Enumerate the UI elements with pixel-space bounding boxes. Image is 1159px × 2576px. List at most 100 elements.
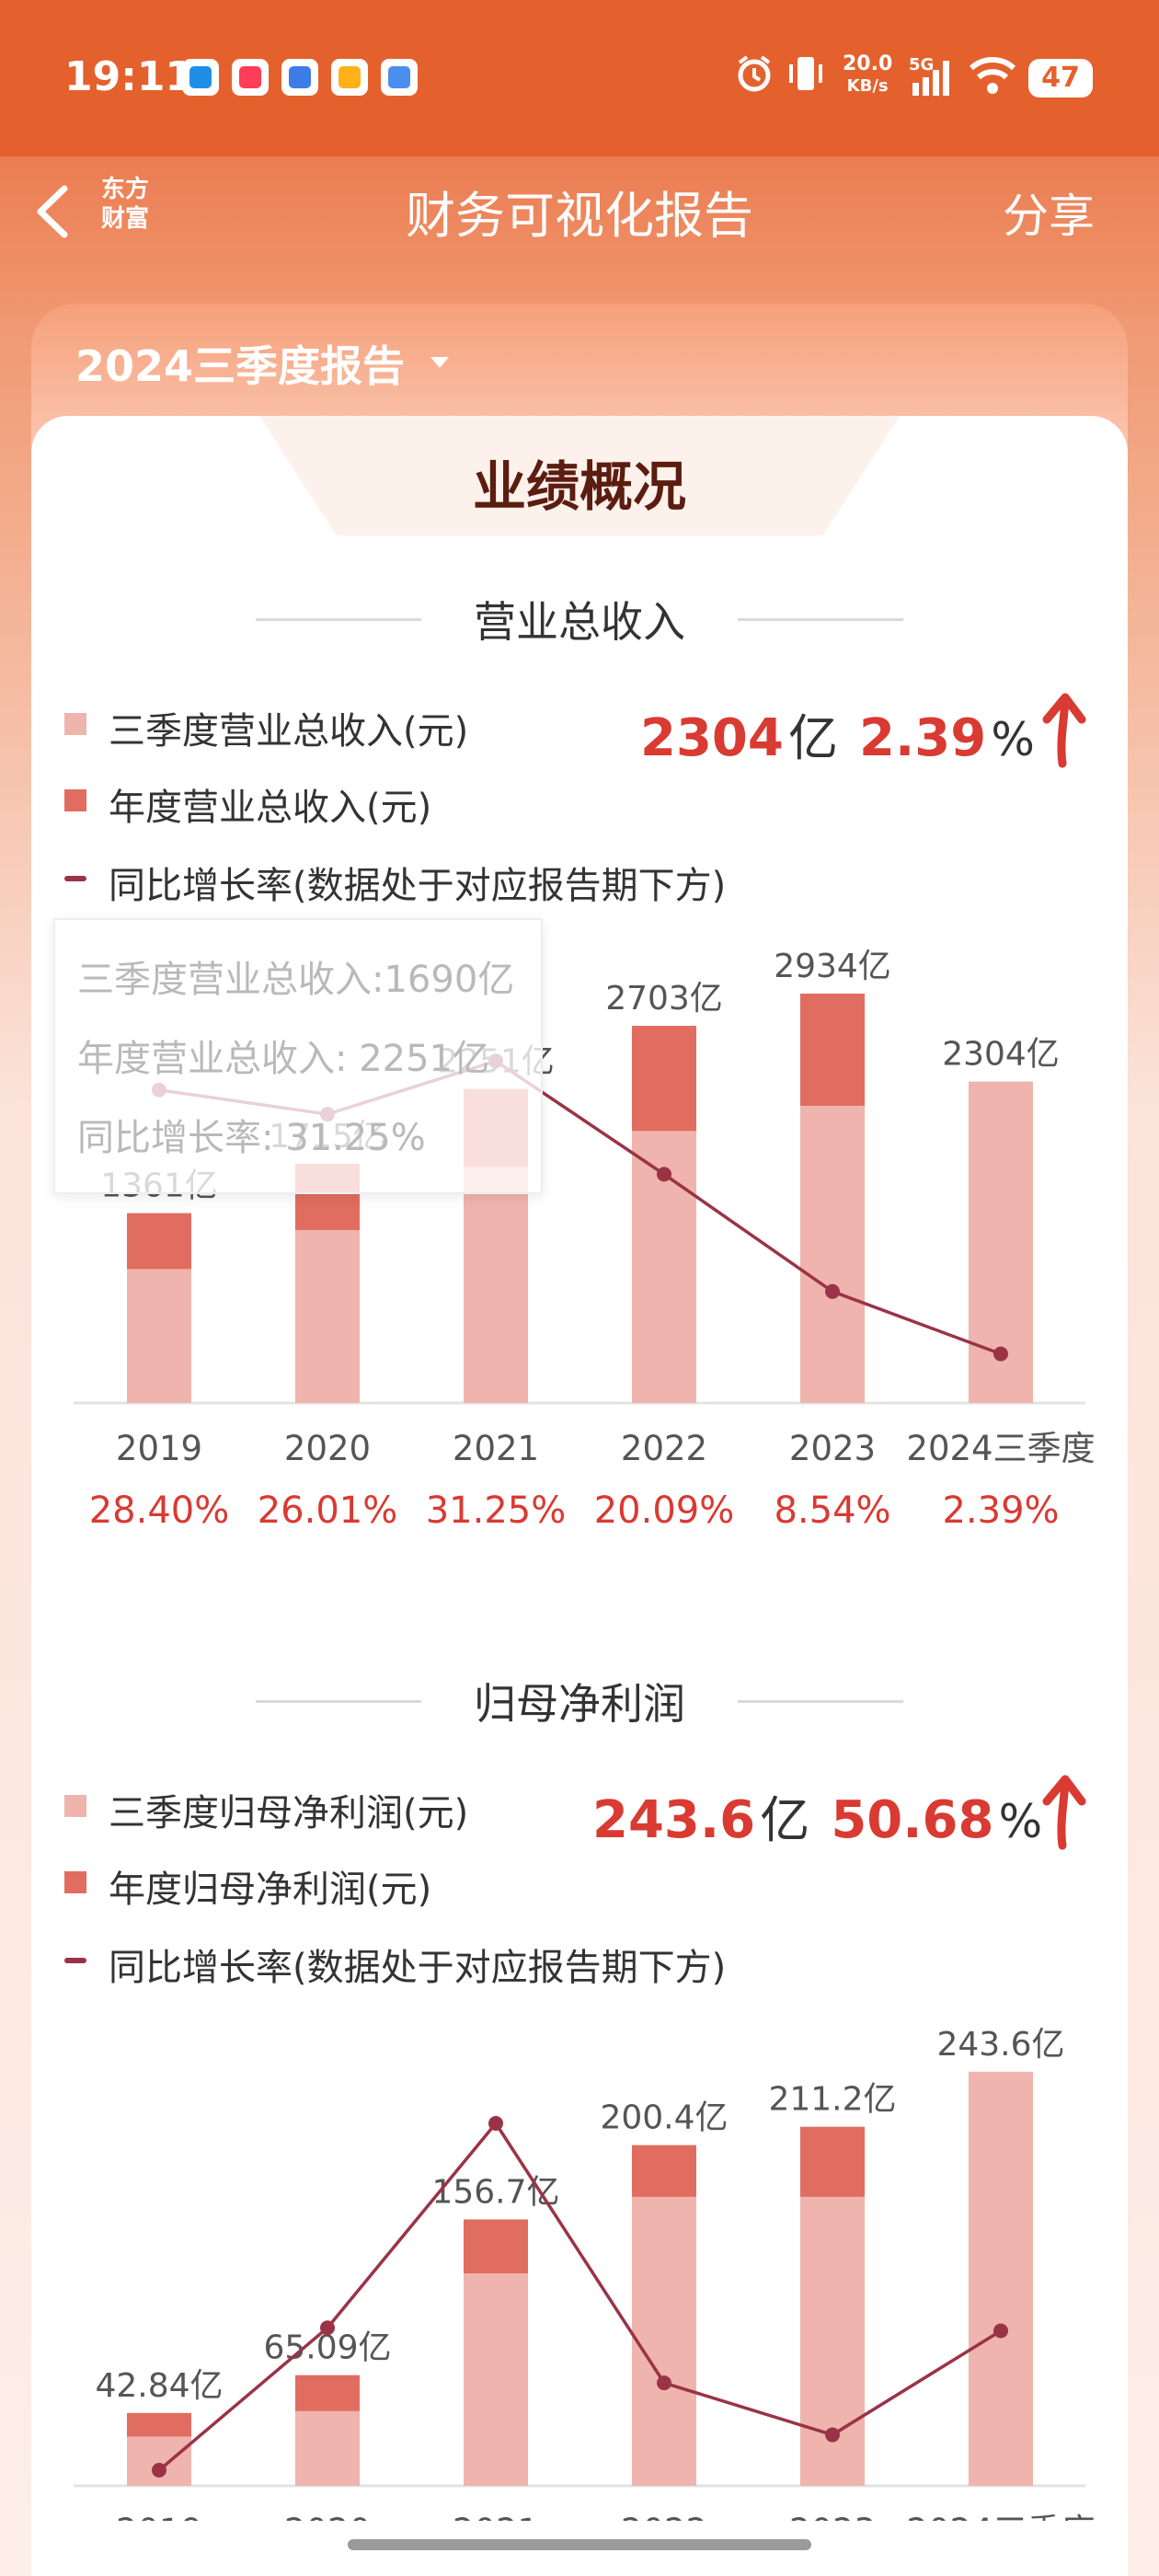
growth-point <box>825 1283 840 1299</box>
growth-point <box>993 1346 1008 1362</box>
tooltip-annual: 年度营业总收入: 2251亿 <box>77 1038 489 1080</box>
chart-tooltip: 三季度营业总收入:1690亿 年度营业总收入: 2251亿 同比增长率: 31.… <box>53 918 543 1194</box>
profit-chart: 42.84亿 2019 65.09亿 2020 156.7亿 2021 200.4亿 2022… <box>74 2026 1096 2521</box>
growth-point <box>825 2427 840 2443</box>
legend-quarterly-swatch <box>64 713 86 735</box>
growth-rate-label: 8.54% <box>774 1489 890 1532</box>
bar-value-label: 200.4亿 <box>600 2099 728 2137</box>
divider <box>256 618 421 621</box>
x-tick-label: 2019 <box>116 2512 202 2521</box>
quarterly-bar <box>464 1167 528 1403</box>
divider <box>256 1700 421 1703</box>
x-tick-label: 2021 <box>453 1429 539 1468</box>
legend-annual-swatch <box>64 1871 86 1893</box>
report-period-dropdown[interactable]: 2024三季度报告 <box>75 341 406 391</box>
x-tick-label: 2024三季度 <box>906 2512 1095 2521</box>
vibrate-icon <box>786 53 826 100</box>
page-title: 财务可视化报告 <box>406 187 753 245</box>
back-button[interactable] <box>28 179 83 244</box>
x-tick-label: 2021 <box>453 2512 539 2521</box>
legend-annual-swatch <box>64 789 86 811</box>
growth-rate-label: 28.40% <box>89 1489 230 1532</box>
quarterly-bar <box>127 1269 191 1403</box>
revenue-headline: 2304 亿 2.39 % <box>640 697 1035 770</box>
alarm-icon <box>732 52 776 102</box>
profit-headline: 243.6 亿 50.68 % <box>592 1779 1042 1852</box>
profit-headline-value: 243.6 <box>592 1790 756 1850</box>
growth-point <box>320 2320 335 2336</box>
bar-value-label: 243.6亿 <box>936 2026 1064 2064</box>
bar-value-label: 65.09亿 <box>263 2329 391 2367</box>
x-tick-label: 2023 <box>789 2512 876 2521</box>
legend-quarterly-swatch <box>64 1795 86 1817</box>
bar-value-label: 2304亿 <box>942 1036 1060 1074</box>
growth-point <box>657 1167 671 1182</box>
chevron-left-icon <box>37 185 68 238</box>
profit-section-title: 归母净利润 <box>474 1679 685 1729</box>
network-speed: 20.0 KB/s <box>843 52 893 97</box>
arrow-up-icon <box>1030 688 1095 771</box>
bar-value-label: 156.7亿 <box>431 2173 559 2211</box>
quarterly-bar <box>800 1105 865 1403</box>
x-tick-label: 2020 <box>284 1429 371 1468</box>
quarterly-bar <box>632 2196 696 2486</box>
x-tick-label: 2024三季度 <box>906 1429 1095 1468</box>
growth-line <box>157 2121 1002 2472</box>
eastmoney-logo: 东方 财富 <box>100 176 149 233</box>
growth-point <box>993 2323 1008 2339</box>
legend-annual-label: 年度营业总收入(元) <box>109 787 432 829</box>
signal-icon: 5G <box>909 55 957 106</box>
quarterly-bar <box>295 1229 360 1403</box>
profit-headline-pct: % <box>998 1795 1043 1848</box>
quarterly-bar <box>969 2071 1033 2486</box>
growth-rate-label: 20.09% <box>594 1489 735 1532</box>
profit-headline-unit: 亿 <box>760 1791 810 1849</box>
revenue-headline-unit: 亿 <box>787 709 838 767</box>
revenue-section-title: 营业总收入 <box>474 597 685 647</box>
arrow-up-icon <box>1030 1770 1095 1853</box>
bar-value-label: 2703亿 <box>605 980 723 1018</box>
growth-rate-label: 26.01% <box>258 1489 398 1532</box>
quarterly-bar <box>800 2196 865 2486</box>
legend-growth-swatch <box>64 1958 86 1963</box>
revenue-headline-growth: 2.39 <box>859 708 987 768</box>
x-tick-label: 2022 <box>621 2512 707 2521</box>
share-button[interactable]: 分享 <box>1003 190 1095 243</box>
report-content <box>31 416 1128 2576</box>
quarterly-bar <box>127 2436 191 2486</box>
taobao-notification-icon <box>232 59 269 96</box>
section-tab-title: 业绩概况 <box>472 455 686 518</box>
status-time: 19:11 <box>64 53 194 100</box>
revenue-chart: 1361亿201928.40%1715亿202026.01%2251亿20213… <box>74 948 1096 1532</box>
tooltip-quarterly: 三季度营业总收入:1690亿 <box>77 959 515 1001</box>
bar-value-label: 211.2亿 <box>768 2081 896 2119</box>
growth-point <box>488 2116 503 2131</box>
growth-rate-label: 31.25% <box>426 1489 567 1532</box>
x-tick-label: 2023 <box>789 1429 876 1468</box>
video-notification-icon <box>331 59 368 96</box>
legend-quarterly-label: 三季度营业总收入(元) <box>109 710 469 753</box>
section-tab <box>259 416 900 535</box>
quarterly-bar <box>464 2273 528 2486</box>
tooltip-growth: 同比增长率: 31.25% <box>77 1117 426 1159</box>
app-notification-icon <box>381 59 418 96</box>
legend-growth-label: 同比增长率(数据处于对应报告期下方) <box>109 1947 727 1989</box>
revenue-headline-pct: % <box>991 713 1035 766</box>
battery-indicator: 47 <box>1028 59 1093 98</box>
growth-point <box>152 2463 166 2478</box>
profit-headline-growth: 50.68 <box>831 1790 994 1850</box>
growth-rate-label: 2.39% <box>942 1489 1059 1532</box>
caret-down-icon <box>430 357 449 368</box>
x-tick-label: 2020 <box>284 2512 371 2521</box>
app-notification-icon <box>182 59 219 96</box>
legend-quarterly-label: 三季度归母净利润(元) <box>109 1792 469 1834</box>
quarterly-bar <box>295 2410 360 2486</box>
legend-annual-label: 年度归母净利润(元) <box>109 1869 432 1911</box>
bar-value-label: 2934亿 <box>774 948 891 985</box>
divider <box>738 618 903 621</box>
home-indicator[interactable] <box>348 2539 811 2550</box>
legend-growth-label: 同比增长率(数据处于对应报告期下方) <box>109 865 727 907</box>
divider <box>738 1700 903 1703</box>
x-tick-label: 2019 <box>116 1429 202 1468</box>
wifi-icon <box>968 55 1017 102</box>
